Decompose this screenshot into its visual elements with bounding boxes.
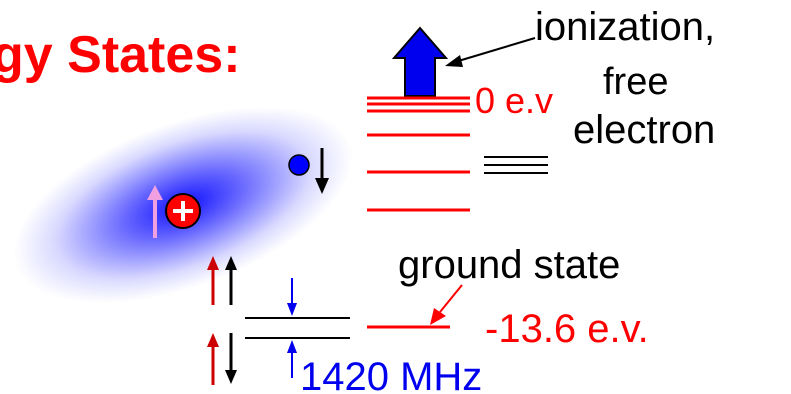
pointer-head — [445, 55, 463, 67]
splitting-arrows — [287, 278, 297, 378]
electron — [289, 155, 309, 175]
hyperfine-label: 1420 MHz — [300, 355, 482, 394]
ionization-label: electron — [573, 108, 715, 152]
page: {"title": "gy States:", "ionization_labe… — [0, 0, 791, 394]
zero-label: 0 e.v — [475, 80, 553, 121]
ionization-label: free — [603, 61, 668, 103]
ground-level-label: -13.6 e.v. — [485, 307, 649, 351]
title: gy States: — [0, 26, 241, 84]
hyperfine-levels — [245, 318, 350, 338]
diagram: gy States: 0 e.v ionization, free electr… — [0, 0, 791, 394]
ionization-label: ionization, — [535, 5, 715, 49]
pointer — [455, 38, 535, 62]
ionization-arrow — [394, 28, 446, 96]
ground-state-label: ground state — [398, 243, 620, 287]
pointer — [440, 285, 462, 312]
fine-levels — [484, 157, 548, 173]
pointer-head — [430, 308, 446, 325]
